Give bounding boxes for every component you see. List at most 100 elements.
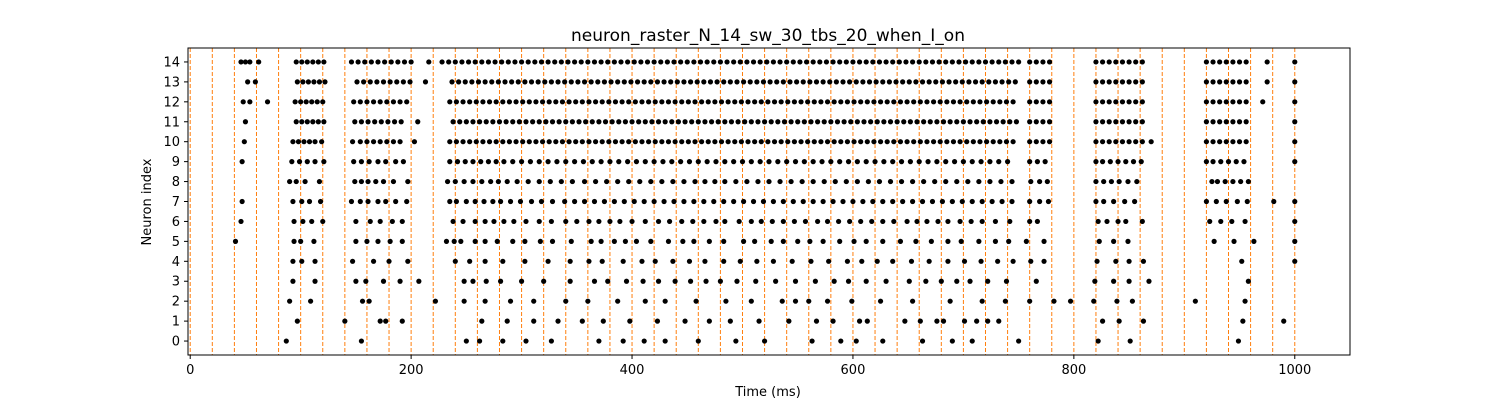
- spike-point: [490, 119, 496, 125]
- spike-point: [536, 159, 542, 165]
- spike-point: [495, 79, 501, 85]
- spike-point: [517, 198, 524, 205]
- spike-point: [1106, 119, 1112, 125]
- spike-point: [506, 99, 513, 105]
- spike-point: [1106, 79, 1112, 85]
- spike-point: [959, 79, 965, 85]
- spike-point: [699, 99, 705, 105]
- spike-point: [1115, 218, 1121, 225]
- spike-point: [877, 99, 884, 105]
- spike-point: [686, 258, 693, 264]
- spike-point: [1023, 238, 1029, 244]
- spike-point: [820, 198, 826, 205]
- spike-point: [1046, 119, 1053, 125]
- spike-point: [731, 198, 737, 205]
- spike-point: [1192, 298, 1198, 304]
- spike-point: [859, 258, 865, 264]
- spike-point: [1099, 318, 1106, 324]
- spike-point: [1281, 318, 1287, 324]
- spike-point: [969, 159, 975, 165]
- spike-point: [824, 139, 831, 145]
- spike-point: [672, 139, 678, 145]
- spike-point: [362, 59, 368, 65]
- spike-point: [588, 79, 594, 85]
- spike-point: [239, 159, 245, 165]
- spike-point: [692, 99, 698, 105]
- spike-point: [1218, 218, 1224, 225]
- spike-point: [1217, 59, 1223, 65]
- spike-point: [1292, 119, 1298, 125]
- spike-point: [992, 79, 999, 85]
- spike-point: [945, 218, 951, 225]
- spike-point: [949, 338, 955, 344]
- spike-point: [542, 79, 548, 85]
- spike-point: [652, 139, 658, 145]
- spike-point: [1203, 159, 1210, 165]
- spike-point: [1012, 79, 1018, 85]
- spike-point: [522, 238, 528, 244]
- spike-point: [671, 59, 677, 65]
- spike-point: [563, 298, 569, 304]
- spike-point: [821, 178, 827, 185]
- spike-point: [311, 238, 317, 244]
- spike-point: [832, 178, 838, 185]
- spike-point: [863, 278, 869, 284]
- spike-point: [668, 79, 674, 85]
- spike-point: [292, 99, 298, 105]
- spike-point: [488, 178, 494, 185]
- spike-point: [766, 178, 772, 185]
- spike-point: [697, 59, 704, 65]
- spike-point: [453, 99, 460, 105]
- spike-point: [815, 119, 821, 125]
- spike-point: [357, 139, 363, 145]
- spike-point: [357, 198, 363, 205]
- spike-point: [972, 79, 979, 85]
- spike-point: [748, 119, 754, 125]
- spike-point: [898, 159, 905, 165]
- spike-point: [863, 238, 869, 244]
- spike-point: [1236, 99, 1243, 105]
- spike-point: [967, 278, 973, 284]
- spike-point: [1210, 119, 1216, 125]
- spike-point: [850, 198, 856, 205]
- spike-point: [891, 99, 897, 105]
- spike-point: [780, 79, 786, 85]
- spike-point: [1213, 198, 1219, 205]
- spike-point: [497, 198, 504, 205]
- spike-point: [681, 198, 687, 205]
- spike-point: [1292, 258, 1298, 264]
- spike-point: [652, 99, 658, 105]
- spike-point: [900, 79, 906, 85]
- spike-point: [764, 59, 770, 65]
- spike-point: [1240, 318, 1246, 324]
- spike-point: [681, 178, 687, 185]
- spike-point: [732, 99, 738, 105]
- spike-point: [399, 318, 405, 324]
- spike-point: [817, 59, 823, 65]
- spike-point: [298, 238, 304, 244]
- spike-point: [599, 258, 605, 264]
- spike-point: [1229, 218, 1235, 225]
- spike-point: [536, 218, 542, 225]
- spike-point: [681, 79, 687, 85]
- spike-point: [294, 79, 300, 85]
- spike-point: [965, 178, 971, 185]
- spike-point: [692, 178, 698, 185]
- spike-point: [1242, 218, 1248, 225]
- spike-point: [479, 318, 485, 324]
- spike-point: [768, 119, 774, 125]
- spike-point: [917, 99, 923, 105]
- spike-point: [1010, 258, 1016, 264]
- spike-point: [662, 298, 668, 304]
- spike-point: [368, 59, 374, 65]
- spike-point: [908, 258, 915, 264]
- spike-point: [721, 198, 727, 205]
- spike-point: [717, 278, 723, 284]
- spike-point: [1107, 159, 1113, 165]
- spike-point: [982, 59, 989, 65]
- spike-point: [460, 99, 466, 105]
- spike-point: [1067, 298, 1074, 304]
- spike-point: [790, 198, 796, 205]
- spike-point: [853, 338, 859, 344]
- spike-point: [967, 119, 973, 125]
